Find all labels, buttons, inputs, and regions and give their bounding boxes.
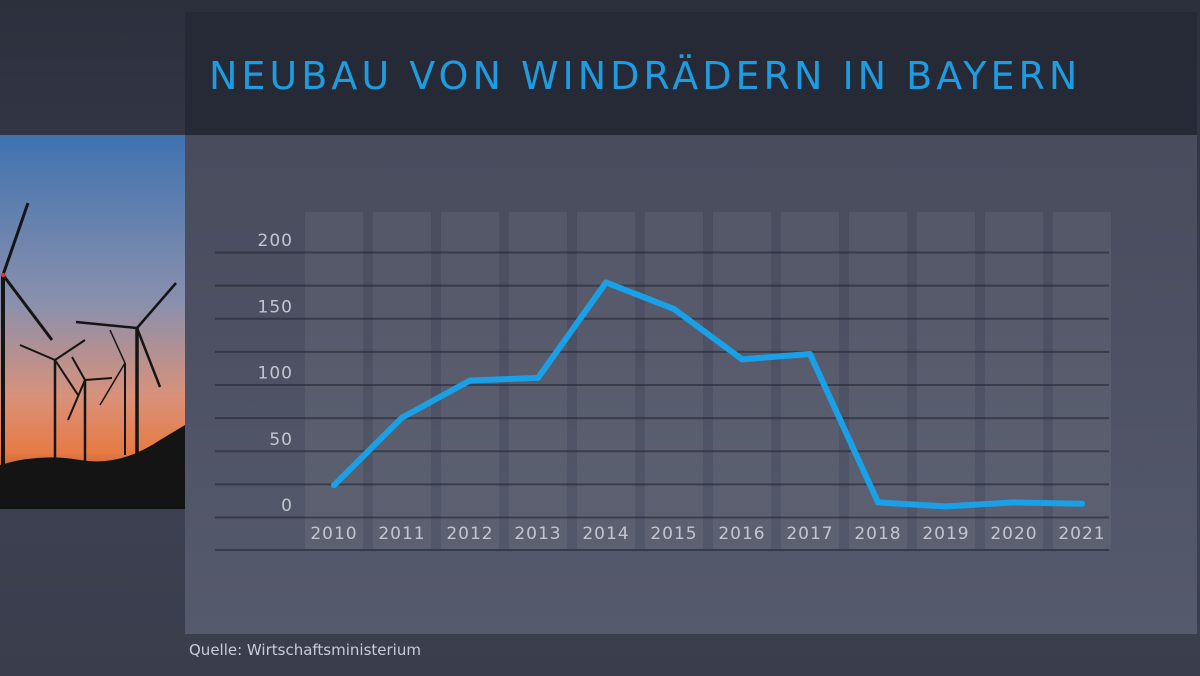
y-tick-label: 150	[258, 297, 293, 317]
x-tick-label: 2020	[990, 524, 1037, 544]
chart-title: NEUBAU VON WINDRÄDERN IN BAYERN	[209, 54, 1082, 98]
data-point	[671, 305, 677, 312]
x-tick-label: 2015	[650, 524, 697, 544]
column-band	[781, 212, 839, 549]
data-point	[331, 482, 337, 489]
column-band	[713, 212, 771, 549]
source-note: Quelle: Wirtschaftsministerium	[189, 641, 421, 659]
data-point	[399, 414, 405, 421]
data-point	[739, 356, 745, 363]
column-band	[373, 212, 431, 549]
x-tick-label: 2021	[1058, 524, 1105, 544]
chart-card: NEUBAU VON WINDRÄDERN IN BAYERN 0 50 100 15…	[185, 12, 1197, 634]
column-band	[985, 212, 1043, 549]
wind-turbines-photo	[0, 135, 185, 509]
column-band	[849, 212, 907, 549]
x-axis: 2010 2011 2012 2013 2014 2015 2016 2017 2018 2019…	[310, 524, 1105, 544]
x-tick-label: 2017	[786, 524, 833, 544]
data-point	[467, 377, 473, 384]
x-tick-label: 2018	[854, 524, 901, 544]
data-point	[1079, 500, 1085, 507]
x-tick-label: 2012	[446, 524, 493, 544]
data-point	[603, 279, 609, 286]
x-tick-label: 2011	[378, 524, 425, 544]
x-tick-label: 2016	[718, 524, 765, 544]
data-point	[943, 503, 949, 510]
series-line	[331, 279, 1085, 510]
column-band	[577, 212, 635, 549]
y-tick-label: 100	[258, 364, 293, 384]
y-tick-label: 200	[258, 231, 293, 251]
column-band	[645, 212, 703, 549]
data-points	[331, 279, 1085, 510]
x-tick-label: 2014	[582, 524, 629, 544]
data-point	[807, 351, 813, 358]
data-point	[1011, 499, 1017, 506]
x-tick-label: 2013	[514, 524, 561, 544]
line-chart: 0 50 100 150 200 2010 2011 2012 2013 2014 2015 2016…	[215, 212, 1111, 551]
column-band	[917, 212, 975, 549]
data-point	[875, 499, 881, 506]
y-tick-label: 50	[269, 430, 293, 450]
x-tick-label: 2019	[922, 524, 969, 544]
column-band	[305, 212, 363, 549]
x-tick-label: 2010	[310, 524, 357, 544]
column-bands	[305, 212, 1111, 549]
y-axis: 0 50 100 150 200	[258, 231, 293, 516]
column-band	[1053, 212, 1111, 549]
title-bar: NEUBAU VON WINDRÄDERN IN BAYERN	[185, 12, 1197, 135]
y-tick-label: 0	[281, 496, 293, 516]
data-point	[535, 374, 541, 381]
